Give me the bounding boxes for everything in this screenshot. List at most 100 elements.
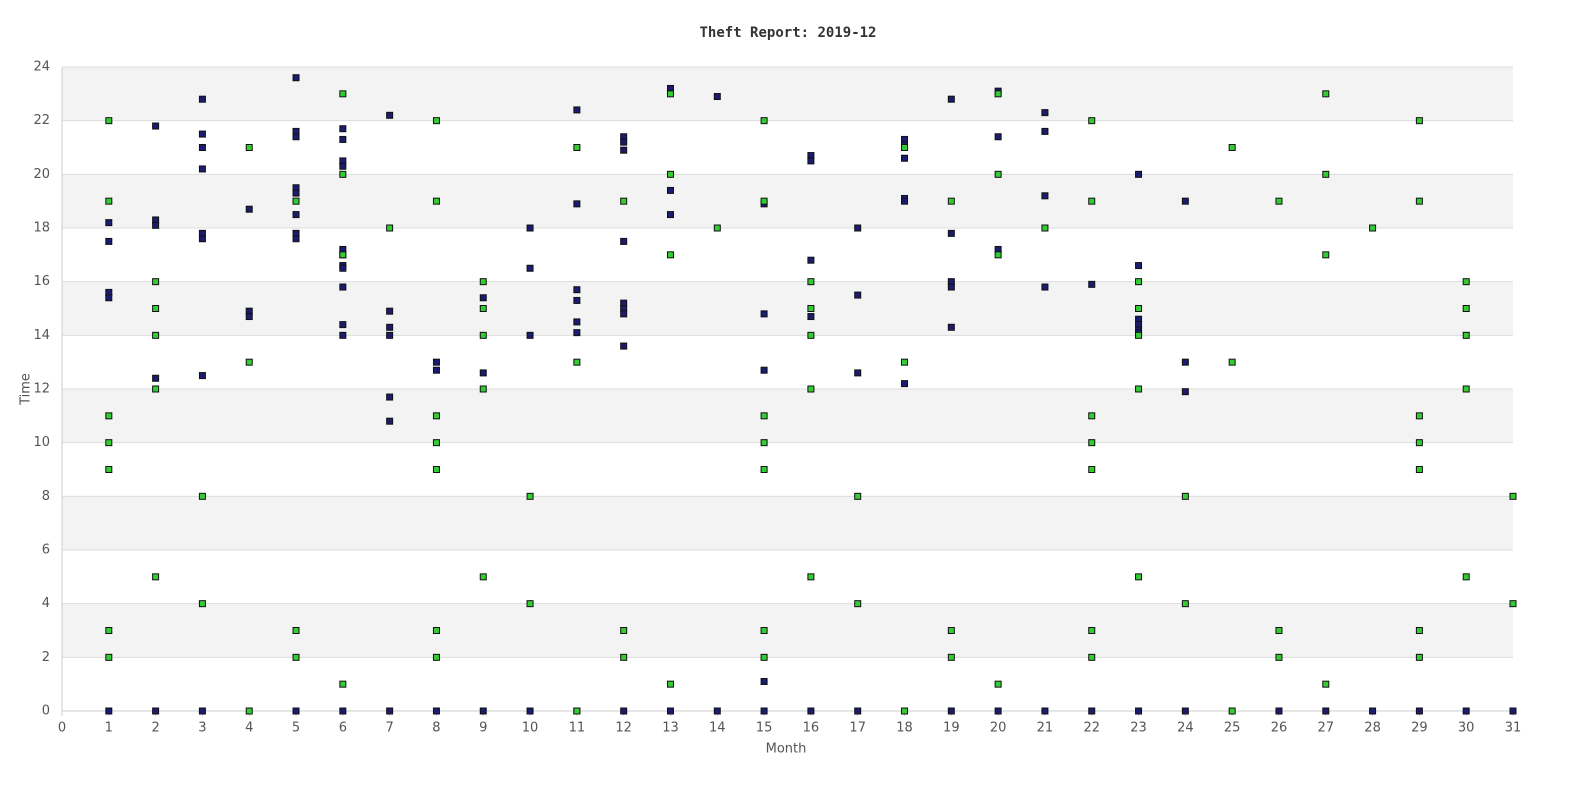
point [1041,192,1049,200]
point [245,707,253,715]
point [807,313,815,321]
point [386,323,394,331]
point [1135,305,1143,312]
point [573,106,581,114]
x-tick-label: 21 [1037,721,1054,736]
point [386,331,394,339]
point [1181,492,1189,500]
point [1181,388,1189,396]
x-tick-label: 1 [105,721,113,736]
point [1181,358,1189,366]
point [947,323,955,331]
point [760,310,768,318]
point [573,358,581,366]
x-tick-label: 9 [479,721,487,736]
point [1041,707,1049,715]
point [526,600,534,608]
point [947,229,955,237]
point [1135,385,1143,393]
point [1415,653,1423,661]
point [760,653,768,661]
point [152,331,160,339]
point [1415,439,1423,447]
point [994,680,1002,688]
point [339,283,347,291]
point [854,224,862,232]
point [760,439,768,447]
point [666,707,674,715]
point [620,138,628,146]
point [479,331,487,339]
point [292,197,300,205]
point [198,707,206,715]
point [339,162,347,170]
point [666,186,674,194]
point [432,117,440,125]
point [432,358,440,366]
point [1135,707,1143,715]
point [1462,385,1470,393]
point [479,305,487,312]
point [152,374,160,382]
point [1415,627,1423,634]
point [1415,197,1423,205]
point [479,278,487,286]
point [105,294,113,302]
point [1322,707,1330,715]
point [386,417,394,425]
point [1322,680,1330,688]
point [1415,412,1423,420]
point [1135,331,1143,339]
point [994,170,1002,178]
y-tick-label: 4 [42,596,50,611]
point [573,296,581,304]
point [947,283,955,291]
point [526,707,534,715]
point [245,358,253,366]
grid-band [62,389,1513,443]
point [1088,707,1096,715]
point [105,237,113,245]
point [1088,653,1096,661]
point [807,707,815,715]
point [1415,707,1423,715]
point [573,707,581,715]
point [386,393,394,401]
point [432,466,440,473]
point [198,235,206,243]
point [807,157,815,165]
point [947,653,955,661]
x-tick-label: 23 [1130,721,1147,736]
point [1275,197,1283,205]
point [807,278,815,286]
point [1228,707,1236,715]
y-tick-label: 6 [42,543,50,558]
point [1088,280,1096,288]
point [526,331,534,339]
x-tick-label: 10 [522,721,539,736]
point [1228,358,1236,366]
point [1041,283,1049,291]
point [152,278,160,286]
point [1041,109,1049,117]
y-tick-label: 10 [33,435,50,450]
point [994,707,1002,715]
y-tick-label: 12 [33,382,50,397]
point [292,211,300,219]
point [1462,573,1470,581]
x-tick-label: 26 [1271,721,1288,736]
point [339,125,347,133]
point [386,111,394,119]
point [1509,707,1517,715]
point [1135,170,1143,178]
point [1181,707,1189,715]
y-tick-label: 14 [33,328,50,343]
x-tick-label: 22 [1083,721,1100,736]
point [1509,492,1517,500]
y-tick-label: 16 [33,274,50,289]
point [152,573,160,581]
x-tick-label: 20 [990,721,1007,736]
point [1415,117,1423,125]
x-tick-label: 5 [292,721,300,736]
